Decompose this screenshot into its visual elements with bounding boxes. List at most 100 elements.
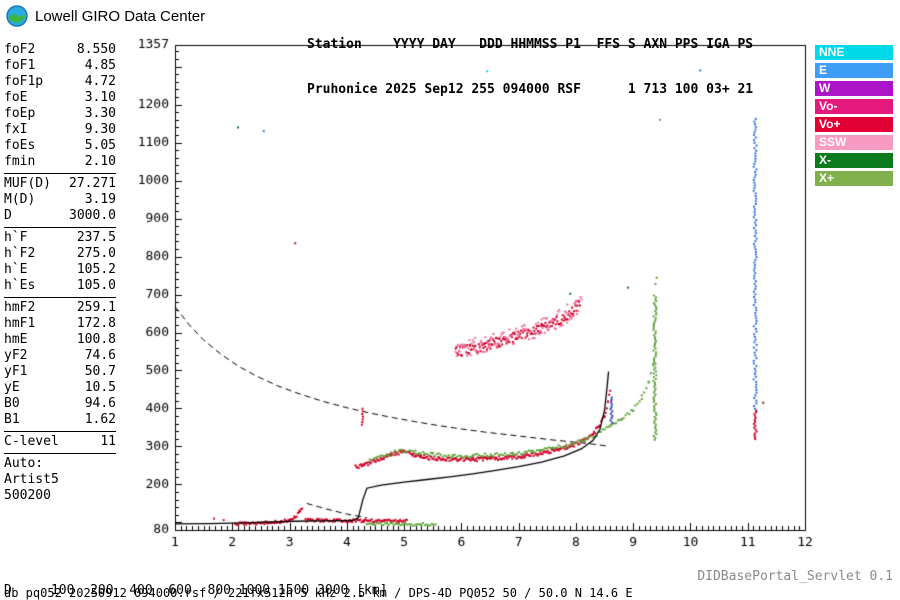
param-row: MUF(D) 27.271 [4,176,116,192]
param-label: h`Es [4,278,36,293]
param-row: hmF1 172.8 [4,316,116,332]
param-value: 105.2 [76,262,116,277]
param-group: h`F 237.5 h`F2 275.0 h`E 105.2 h`Es 105.0 [4,227,116,297]
param-row: B0 94.6 [4,396,116,412]
param-row: h`E 105.2 [4,262,116,278]
param-label: foF1 [4,58,36,73]
param-label: foEp [4,106,36,121]
param-row: foEp 3.30 [4,106,116,122]
param-label: D [4,208,12,223]
status-line: db pq052 20250912 094000.rsf / 221fx512h… [4,586,633,600]
param-row: hmF2 259.1 [4,300,116,316]
param-row: Auto: [4,456,116,472]
brand-header: Lowell GIRO Data Center [6,5,205,27]
param-label: yE [4,380,20,395]
param-value: 11 [100,434,116,449]
station-header-line1: Station YYYY DAY DDD HHMMSS P1 FFS S AXN… [307,37,754,52]
param-value: 5.05 [84,138,116,153]
legend-item-ssw: SSW [815,135,893,150]
legend-item-x: X- [815,153,893,168]
param-label: C-level [4,434,59,449]
param-row: M(D) 3.19 [4,192,116,208]
param-value: 172.8 [76,316,116,331]
param-value: 259.1 [76,300,116,315]
param-row: yE 10.5 [4,380,116,396]
legend-item-x: X+ [815,171,893,186]
param-value: 9.30 [84,122,116,137]
param-label: h`F2 [4,246,36,261]
param-label: B1 [4,412,20,427]
param-row: 500200 [4,488,116,504]
param-label: foE [4,90,28,105]
param-value: 94.6 [84,396,116,411]
brand-title: Lowell GIRO Data Center [35,7,206,25]
param-group: C-level 11 [4,431,116,453]
param-value: 10.5 [84,380,116,395]
param-row: hmE 100.8 [4,332,116,348]
station-header: Station YYYY DAY DDD HHMMSS P1 FFS S AXN… [307,7,753,127]
param-row: h`Es 105.0 [4,278,116,294]
legend-item-vo: Vo- [815,99,893,114]
param-label: foF1p [4,74,44,89]
param-row: yF1 50.7 [4,364,116,380]
param-value: 3000.0 [69,208,116,223]
param-value: 105.0 [76,278,116,293]
param-value: 1.62 [84,412,116,427]
param-row: foF2 8.550 [4,42,116,58]
param-label: hmF2 [4,300,36,315]
param-value: 2.10 [84,154,116,169]
legend-item-vo: Vo+ [815,117,893,132]
param-row: D 3000.0 [4,208,116,224]
param-label: foF2 [4,42,36,57]
echo-type-legend: NNE E W Vo- Vo+ SSW X- X+ [815,45,893,189]
param-label: Artist5 [4,472,59,487]
param-group: MUF(D) 27.271 M(D) 3.19 D 3000.0 [4,173,116,227]
param-value: 3.10 [84,90,116,105]
param-group: foF2 8.550 foF1 4.85 foF1p 4.72 foE 3.10 foEp 3.3… [4,40,116,173]
param-label: B0 [4,396,20,411]
param-value: 50.7 [84,364,116,379]
param-value: 3.19 [84,192,116,207]
param-label: fmin [4,154,36,169]
param-row: Artist5 [4,472,116,488]
param-row: foEs 5.05 [4,138,116,154]
giro-globe-logo-icon [6,5,28,27]
param-row: fxI 9.30 [4,122,116,138]
param-row: yF2 74.6 [4,348,116,364]
param-value: 100.8 [76,332,116,347]
station-header-line2: Pruhonice 2025 Sep12 255 094000 RSF 1 71… [307,82,754,97]
param-row: h`F 237.5 [4,230,116,246]
param-label: M(D) [4,192,36,207]
param-value: 3.30 [84,106,116,121]
param-label: fxI [4,122,28,137]
param-label: h`F [4,230,28,245]
param-label: 500200 [4,488,51,503]
param-group: Auto: Artist5 500200 [4,453,116,507]
param-label: yF1 [4,364,28,379]
param-label: yF2 [4,348,28,363]
param-value: 27.271 [69,176,116,191]
param-label: hmE [4,332,28,347]
legend-item-w: W [815,81,893,96]
param-group: hmF2 259.1 hmF1 172.8 hmE 100.8 yF2 74.6 yF1 50.7… [4,297,116,431]
param-row: B1 1.62 [4,412,116,428]
param-row: fmin 2.10 [4,154,116,170]
param-row: foF1p 4.72 [4,74,116,90]
param-row: foF1 4.85 [4,58,116,74]
param-label: Auto: [4,456,44,471]
distance-muf-table: D 100 200 400 600 800 1000 1500 3000 [km… [4,556,395,600]
param-value: 275.0 [76,246,116,261]
param-label: MUF(D) [4,176,51,191]
legend-item-e: E [815,63,893,78]
param-label: hmF1 [4,316,36,331]
param-value: 4.72 [84,74,116,89]
param-value: 4.85 [84,58,116,73]
param-value: 74.6 [84,348,116,363]
param-value: 8.550 [76,42,116,57]
parameter-panel: foF2 8.550 foF1 4.85 foF1p 4.72 foE 3.10 foEp 3.3… [4,40,116,507]
legend-item-nne: NNE [815,45,893,60]
param-row: h`F2 275.0 [4,246,116,262]
d-row: D 100 200 400 600 800 1000 1500 3000 [km… [4,583,388,598]
